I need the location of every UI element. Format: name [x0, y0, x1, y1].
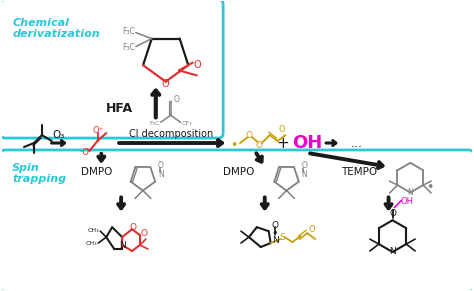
Text: trapping: trapping [12, 174, 66, 184]
Text: CH₃: CH₃ [86, 241, 97, 246]
Text: O: O [129, 223, 137, 232]
Text: CF₃: CF₃ [182, 121, 192, 126]
Text: O: O [279, 125, 285, 134]
FancyBboxPatch shape [0, 0, 223, 138]
FancyBboxPatch shape [0, 150, 474, 291]
Text: •: • [229, 139, 237, 152]
Text: Cl decomposition: Cl decomposition [128, 129, 213, 139]
Text: N: N [408, 187, 413, 196]
Text: O: O [173, 95, 180, 104]
Text: F₃C: F₃C [122, 27, 135, 36]
Text: O: O [255, 141, 262, 150]
Text: Spin: Spin [12, 163, 40, 173]
Text: O: O [158, 161, 164, 170]
Text: •: • [272, 228, 278, 238]
Text: OH: OH [292, 134, 322, 152]
Text: N: N [301, 170, 307, 179]
Text: O: O [389, 210, 396, 218]
Text: O: O [193, 60, 201, 70]
Text: +: + [276, 136, 289, 150]
Text: CH₃: CH₃ [88, 228, 100, 233]
Text: N: N [389, 247, 396, 256]
Text: F₃C: F₃C [122, 43, 135, 52]
Text: ...: ... [351, 136, 363, 150]
Text: ⁻O: ⁻O [78, 148, 89, 157]
Text: F₂C: F₂C [149, 121, 160, 126]
Text: TEMPO: TEMPO [341, 167, 377, 177]
Text: HFA: HFA [106, 102, 133, 115]
Text: O: O [141, 229, 148, 238]
Text: S: S [280, 233, 285, 242]
Text: O: O [308, 225, 315, 234]
Text: O: O [301, 161, 307, 170]
Text: derivatization: derivatization [12, 29, 100, 39]
Text: N: N [158, 170, 164, 179]
Text: O: O [162, 79, 170, 88]
Text: O⁺: O⁺ [93, 126, 104, 135]
Text: •: • [426, 181, 434, 194]
Text: O₃: O₃ [53, 130, 65, 140]
Text: O: O [272, 221, 279, 230]
Text: DMPO: DMPO [81, 167, 112, 177]
Text: DMPO: DMPO [223, 167, 255, 177]
Text: N: N [272, 236, 278, 245]
Text: N: N [118, 241, 126, 250]
Text: Chemical: Chemical [12, 18, 69, 28]
Text: OH: OH [401, 198, 413, 207]
Text: O: O [246, 131, 252, 140]
